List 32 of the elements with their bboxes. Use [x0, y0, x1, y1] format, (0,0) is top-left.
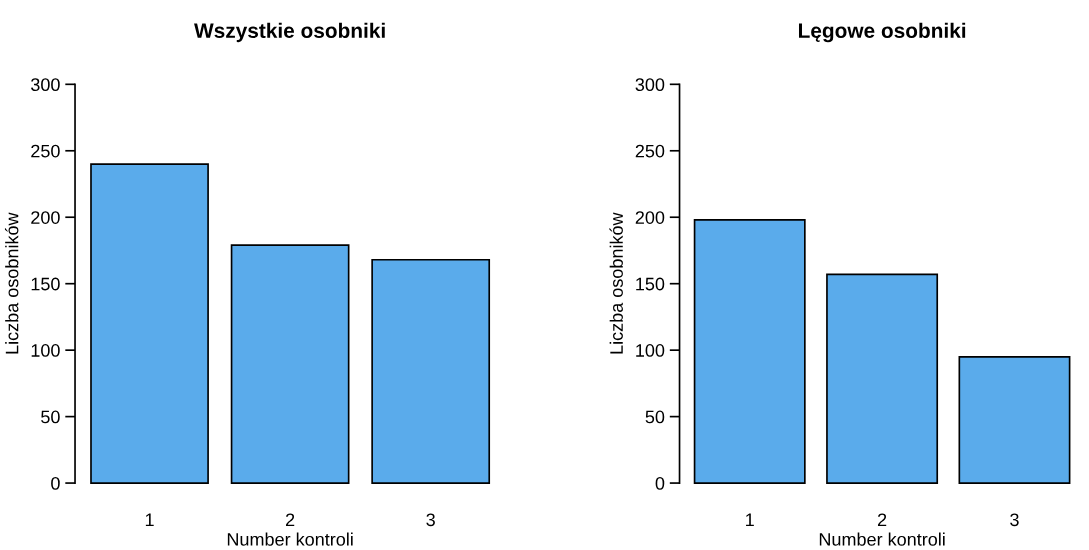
x-axis-title: Number kontroli	[819, 532, 945, 546]
y-tick-label: 150	[636, 277, 665, 291]
y-tick-label: 150	[31, 277, 60, 291]
chart-title: Lęgowe osobniki	[798, 22, 966, 43]
bar	[693, 219, 806, 484]
y-tick-label: 250	[31, 144, 60, 158]
y-tick-label: 250	[635, 144, 665, 158]
y-tick-label: 200	[635, 211, 665, 224]
y-tick-label: 100	[31, 344, 60, 357]
y-tick-label: 50	[645, 410, 665, 424]
y-tick-label: 200	[31, 211, 60, 224]
bar	[826, 273, 939, 484]
y-tick-label: 300	[31, 78, 60, 92]
x-tick-label: 1	[145, 513, 154, 526]
y-tick-label: 100	[636, 344, 665, 357]
bar	[958, 355, 1071, 484]
bar	[230, 244, 350, 484]
x-tick-label: 3	[426, 513, 435, 527]
x-tick-label: 2	[286, 513, 295, 526]
y-axis-title: Liczba osobników	[4, 212, 19, 354]
x-axis-title: Number kontroli	[227, 532, 353, 546]
x-tick-label: 1	[746, 513, 754, 526]
y-tick-label: 0	[51, 477, 60, 490]
bar	[90, 163, 209, 484]
chart-title: Wszystkie osobniki	[194, 22, 385, 43]
y-axis-title: Liczba osobników	[609, 212, 623, 354]
y-tick-label: 50	[41, 410, 60, 424]
y-tick-label: 300	[635, 78, 665, 92]
x-tick-label: 2	[877, 513, 887, 526]
bar	[371, 258, 491, 484]
x-tick-label: 3	[1010, 513, 1019, 527]
y-tick-label: 0	[655, 477, 665, 490]
